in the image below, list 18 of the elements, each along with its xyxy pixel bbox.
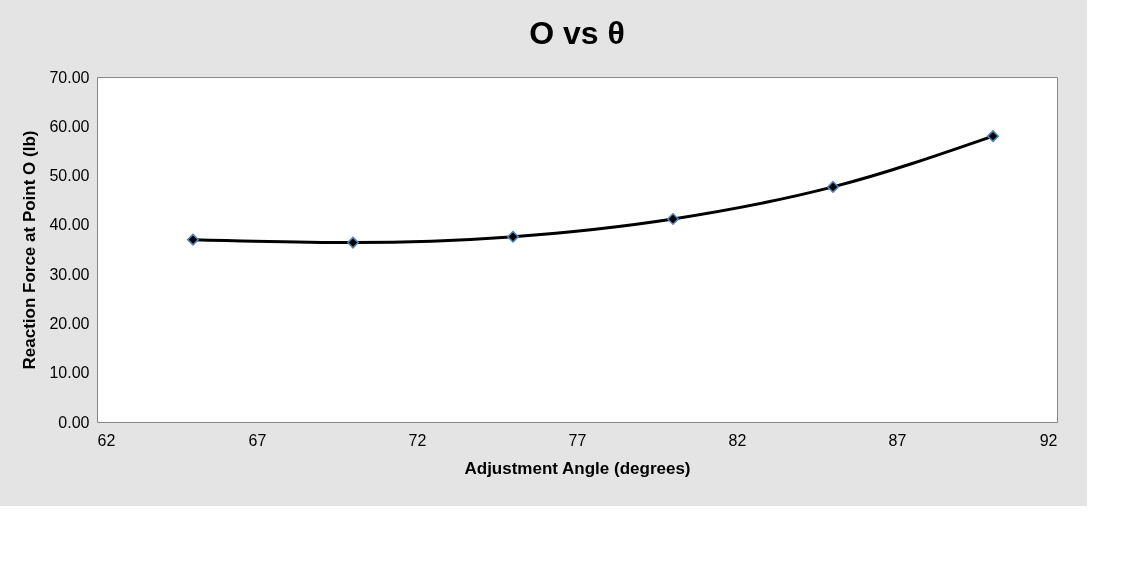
y-tick-label: 50.00 bbox=[49, 167, 90, 185]
x-tick-label: 87 bbox=[888, 431, 907, 449]
x-axis-title: Adjustment Angle (degrees) bbox=[464, 458, 691, 478]
y-tick-label: 40.00 bbox=[49, 216, 90, 234]
y-tick-label: 0.00 bbox=[58, 413, 90, 431]
x-tick-label: 62 bbox=[97, 431, 116, 449]
chart-title: O vs θ bbox=[529, 15, 625, 51]
y-tick-label: 70.00 bbox=[49, 68, 90, 86]
y-tick-label: 60.00 bbox=[49, 117, 90, 135]
y-axis-title: Reaction Force at Point O (lb) bbox=[20, 130, 40, 370]
y-tick-label: 10.00 bbox=[49, 364, 90, 382]
x-tick-label: 82 bbox=[728, 431, 747, 449]
y-tick-label: 30.00 bbox=[49, 265, 90, 283]
y-tick-label: 20.00 bbox=[49, 314, 90, 332]
x-tick-label: 92 bbox=[1039, 431, 1058, 449]
x-tick-label: 67 bbox=[248, 431, 267, 449]
x-tick-label: 77 bbox=[568, 431, 587, 449]
x-tick-label: 72 bbox=[408, 431, 427, 449]
